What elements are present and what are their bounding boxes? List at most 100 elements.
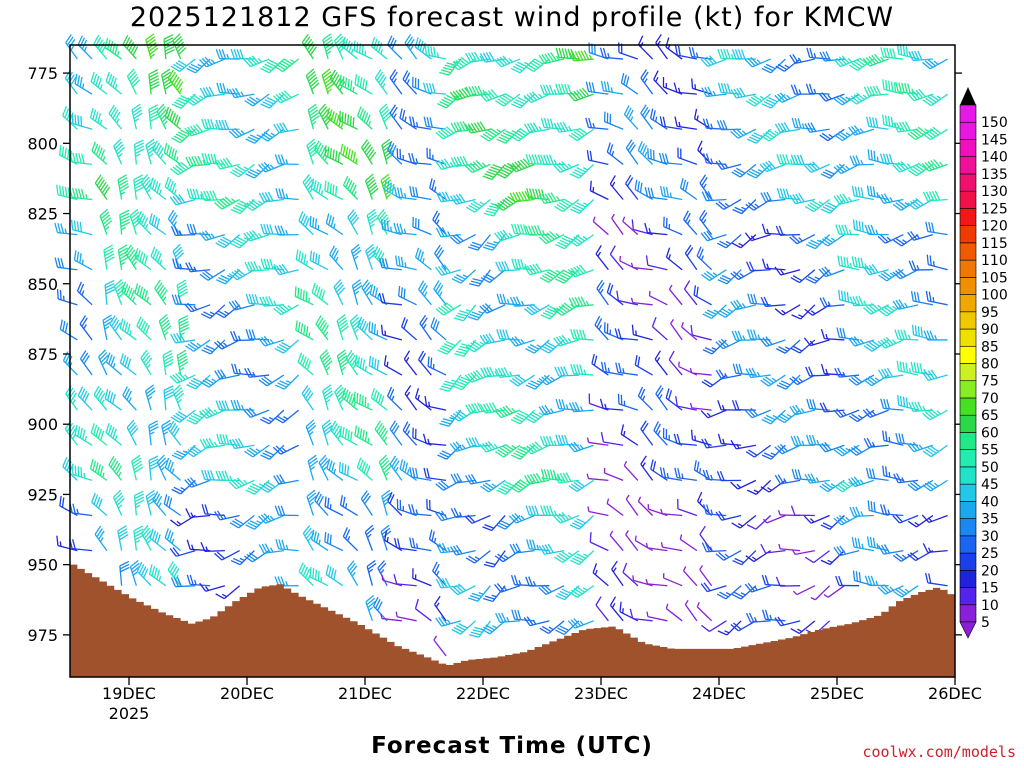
wind-barb [176,349,189,376]
barb-full [113,279,123,287]
barb-full [157,252,162,263]
wind-barbs [54,33,948,657]
wind-barb [469,269,491,287]
barb-half [722,438,725,444]
barb-full [455,90,463,99]
barb-full [73,250,77,261]
barb-shaft [64,77,78,95]
barb-full [58,185,62,196]
barb-shaft [387,500,403,516]
wind-barb [321,419,334,446]
wind-barb [775,225,801,236]
wind-barb [567,441,594,453]
barb-half [816,439,820,445]
barb-full [135,186,145,193]
barb-full [191,156,197,166]
wind-barb [150,246,167,271]
barb-shaft [751,585,771,593]
wind-barb [665,603,683,622]
barb-full [318,103,326,112]
wind-barb [553,511,580,524]
barb-shaft [72,229,93,236]
barb-shaft [254,479,270,495]
barb-full [496,524,506,530]
barb-full [499,407,508,416]
barb-full [512,133,522,140]
barb-full [70,392,78,402]
barb-full [177,371,186,380]
wind-barb [170,409,196,423]
barb-full [233,399,238,410]
barb-full [54,222,59,233]
barb-shaft [162,355,167,376]
barb-shaft [387,149,403,165]
barb-full [224,400,230,411]
barb-full [359,108,364,119]
barb-full [369,151,377,161]
barb-full [142,568,149,579]
wind-barb [435,264,462,276]
barb-full [362,141,370,151]
barb-full [455,233,464,242]
barb-full [567,84,572,95]
barb-full [531,91,540,100]
barb-shaft [163,390,167,411]
barb-half [753,585,758,591]
barb-full [322,111,331,120]
wind-barb [790,84,815,95]
barb-full [699,525,706,535]
wind-barb [185,339,211,352]
wind-barb [149,528,167,552]
wind-barb [524,122,550,134]
barb-full [398,285,401,297]
barb-full [496,408,505,417]
barb-full [588,117,593,128]
barb-full [237,202,247,208]
barb-half [404,262,407,268]
barb-full [132,79,141,88]
wind-barb [538,230,565,245]
barb-shaft [622,571,639,587]
barb-full [261,133,271,140]
barb-full [749,136,759,142]
barb-half [786,94,791,100]
barb-full [745,203,755,211]
barb-full [173,135,184,142]
barb-full [352,282,362,289]
barb-full [407,38,415,48]
barb-full [337,352,347,360]
barb-shaft [178,319,182,340]
barb-shaft [623,465,639,481]
barb-shaft [529,128,550,134]
barb-full [529,304,538,313]
barb-full [129,208,139,217]
barb-full [650,187,655,198]
barb-full [452,61,462,69]
barb-full [568,402,575,413]
wind-barb [156,103,170,130]
barb-shaft [278,163,299,166]
barb-full [779,92,788,101]
barb-full [222,236,232,243]
barb-full [377,209,385,218]
barb-full [320,147,326,157]
barb-full [502,329,507,340]
barb-shaft [72,161,93,166]
barb-full [748,170,759,177]
barb-full [561,511,570,521]
barb-half [406,79,410,85]
barb-full [334,33,342,42]
barb-shaft [311,292,329,306]
barb-full [345,147,349,158]
barb-full [73,220,77,231]
barb-shaft [662,476,683,482]
barb-full [213,153,218,164]
barb-half [681,473,684,479]
barb-full [664,153,669,164]
barb-full [263,223,268,234]
wind-barb [586,150,609,166]
barb-half [766,228,770,234]
wind-barb [428,529,447,552]
barb-full [488,205,499,210]
wind-barb [599,47,624,60]
